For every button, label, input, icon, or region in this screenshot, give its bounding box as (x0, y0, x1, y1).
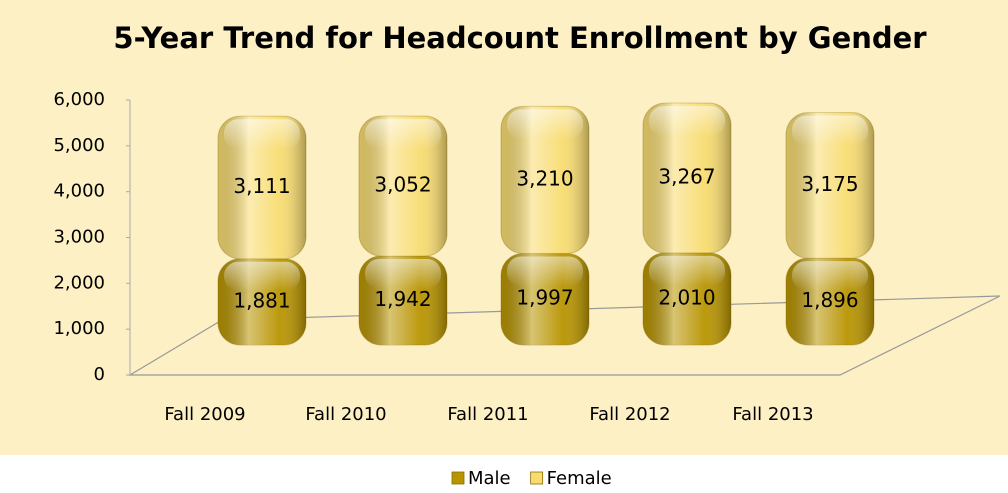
value-label: 1,942 (374, 287, 431, 311)
y-tick-label: 0 (94, 364, 105, 385)
bar-shine (218, 116, 306, 259)
value-label: 3,175 (801, 172, 858, 196)
value-label: 1,997 (516, 286, 573, 310)
value-label: 1,896 (801, 288, 858, 312)
legend-label: Female (547, 468, 612, 489)
bar-shine (359, 116, 447, 256)
bar-top-shade (365, 119, 441, 150)
value-label: 3,210 (516, 166, 573, 190)
bar-top-shade (649, 255, 725, 286)
bar-top-shade (365, 258, 441, 289)
bar-top-shade (224, 119, 300, 150)
legend-swatch (530, 471, 544, 485)
value-label: 2,010 (658, 285, 715, 309)
y-tick-label: 5,000 (53, 135, 105, 156)
bar-top-shade (792, 115, 868, 146)
x-tick-label: Fall 2013 (732, 404, 813, 425)
value-label: 3,267 (658, 165, 715, 189)
x-tick-label: Fall 2010 (305, 404, 386, 425)
bar-shine (643, 103, 731, 253)
y-tick-label: 2,000 (53, 272, 105, 293)
floor (127, 295, 1001, 376)
value-label: 3,052 (374, 173, 431, 197)
legend-swatch (451, 471, 465, 485)
legend: Male Female (451, 468, 612, 489)
y-tick-label: 6,000 (53, 89, 105, 110)
y-tick-label: 1,000 (53, 318, 105, 339)
bar-top-shade (649, 106, 725, 137)
bar-top-shade (507, 256, 583, 287)
bar-top-shade (224, 261, 300, 291)
bar-shine (786, 112, 874, 259)
value-label: 3,111 (233, 174, 290, 198)
y-tick-label: 3,000 (53, 227, 105, 248)
y-tick-label: 4,000 (53, 181, 105, 202)
x-tick-label: Fall 2012 (589, 404, 670, 425)
value-label: 1,881 (233, 288, 290, 312)
x-tick-label: Fall 2011 (447, 404, 528, 425)
bar-top-shade (792, 261, 868, 291)
legend-label: Male (468, 468, 511, 489)
bar-shine (501, 106, 589, 254)
x-tick-label: Fall 2009 (164, 404, 245, 425)
bar-top-shade (507, 109, 583, 140)
chart-title: 5-Year Trend for Headcount Enrollment by… (113, 21, 927, 55)
